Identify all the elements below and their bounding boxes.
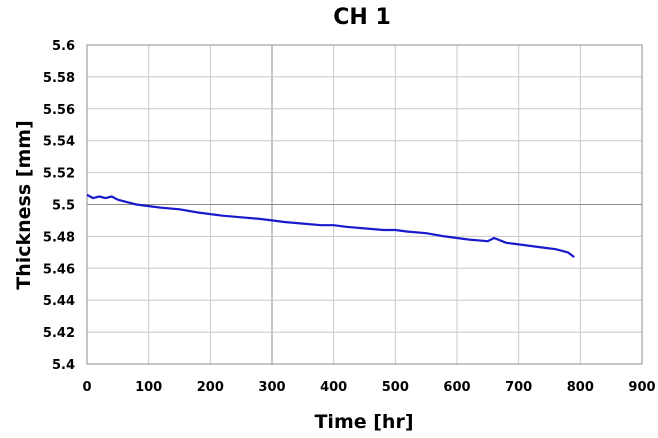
x-tick-label: 600 bbox=[443, 380, 470, 395]
x-tick-label: 0 bbox=[82, 380, 91, 395]
y-tick-label: 5.4 bbox=[52, 358, 75, 373]
y-tick-label: 5.46 bbox=[43, 262, 75, 277]
grid bbox=[86, 44, 643, 365]
y-tick-label: 5.52 bbox=[43, 167, 75, 182]
y-tick-label: 5.48 bbox=[43, 230, 75, 245]
y-tick-label: 5.6 bbox=[52, 39, 75, 54]
x-axis-label: Time [hr] bbox=[314, 411, 413, 433]
x-tick-label: 500 bbox=[382, 380, 409, 395]
chart-title: CH 1 bbox=[333, 5, 391, 30]
x-tick-label: 800 bbox=[567, 380, 594, 395]
plot-frame bbox=[86, 44, 643, 365]
x-tick-label: 900 bbox=[628, 380, 655, 395]
x-tick-label: 100 bbox=[135, 380, 162, 395]
y-tick-label: 5.44 bbox=[43, 294, 75, 309]
y-tick-label: 5.42 bbox=[43, 326, 75, 341]
y-axis-label: Thickness [mm] bbox=[13, 120, 35, 290]
x-tick-label: 400 bbox=[320, 380, 347, 395]
y-tick-label: 5.56 bbox=[43, 103, 75, 118]
x-tick-label: 200 bbox=[197, 380, 224, 395]
y-tick-label: 5.58 bbox=[43, 71, 75, 86]
y-tick-label: 5.54 bbox=[43, 135, 75, 150]
series-line bbox=[86, 193, 575, 258]
x-axis-ticks: 0 100 200 300 400 500 600 700 800 900 bbox=[82, 380, 655, 395]
y-tick-label: 5.5 bbox=[52, 199, 75, 214]
x-tick-label: 300 bbox=[258, 380, 285, 395]
x-tick-label: 700 bbox=[505, 380, 532, 395]
y-axis-ticks: 5.4 5.42 5.44 5.46 5.48 5.5 5.52 5.54 5.56 5.58 5.… bbox=[43, 39, 75, 373]
series-layer bbox=[86, 193, 575, 258]
